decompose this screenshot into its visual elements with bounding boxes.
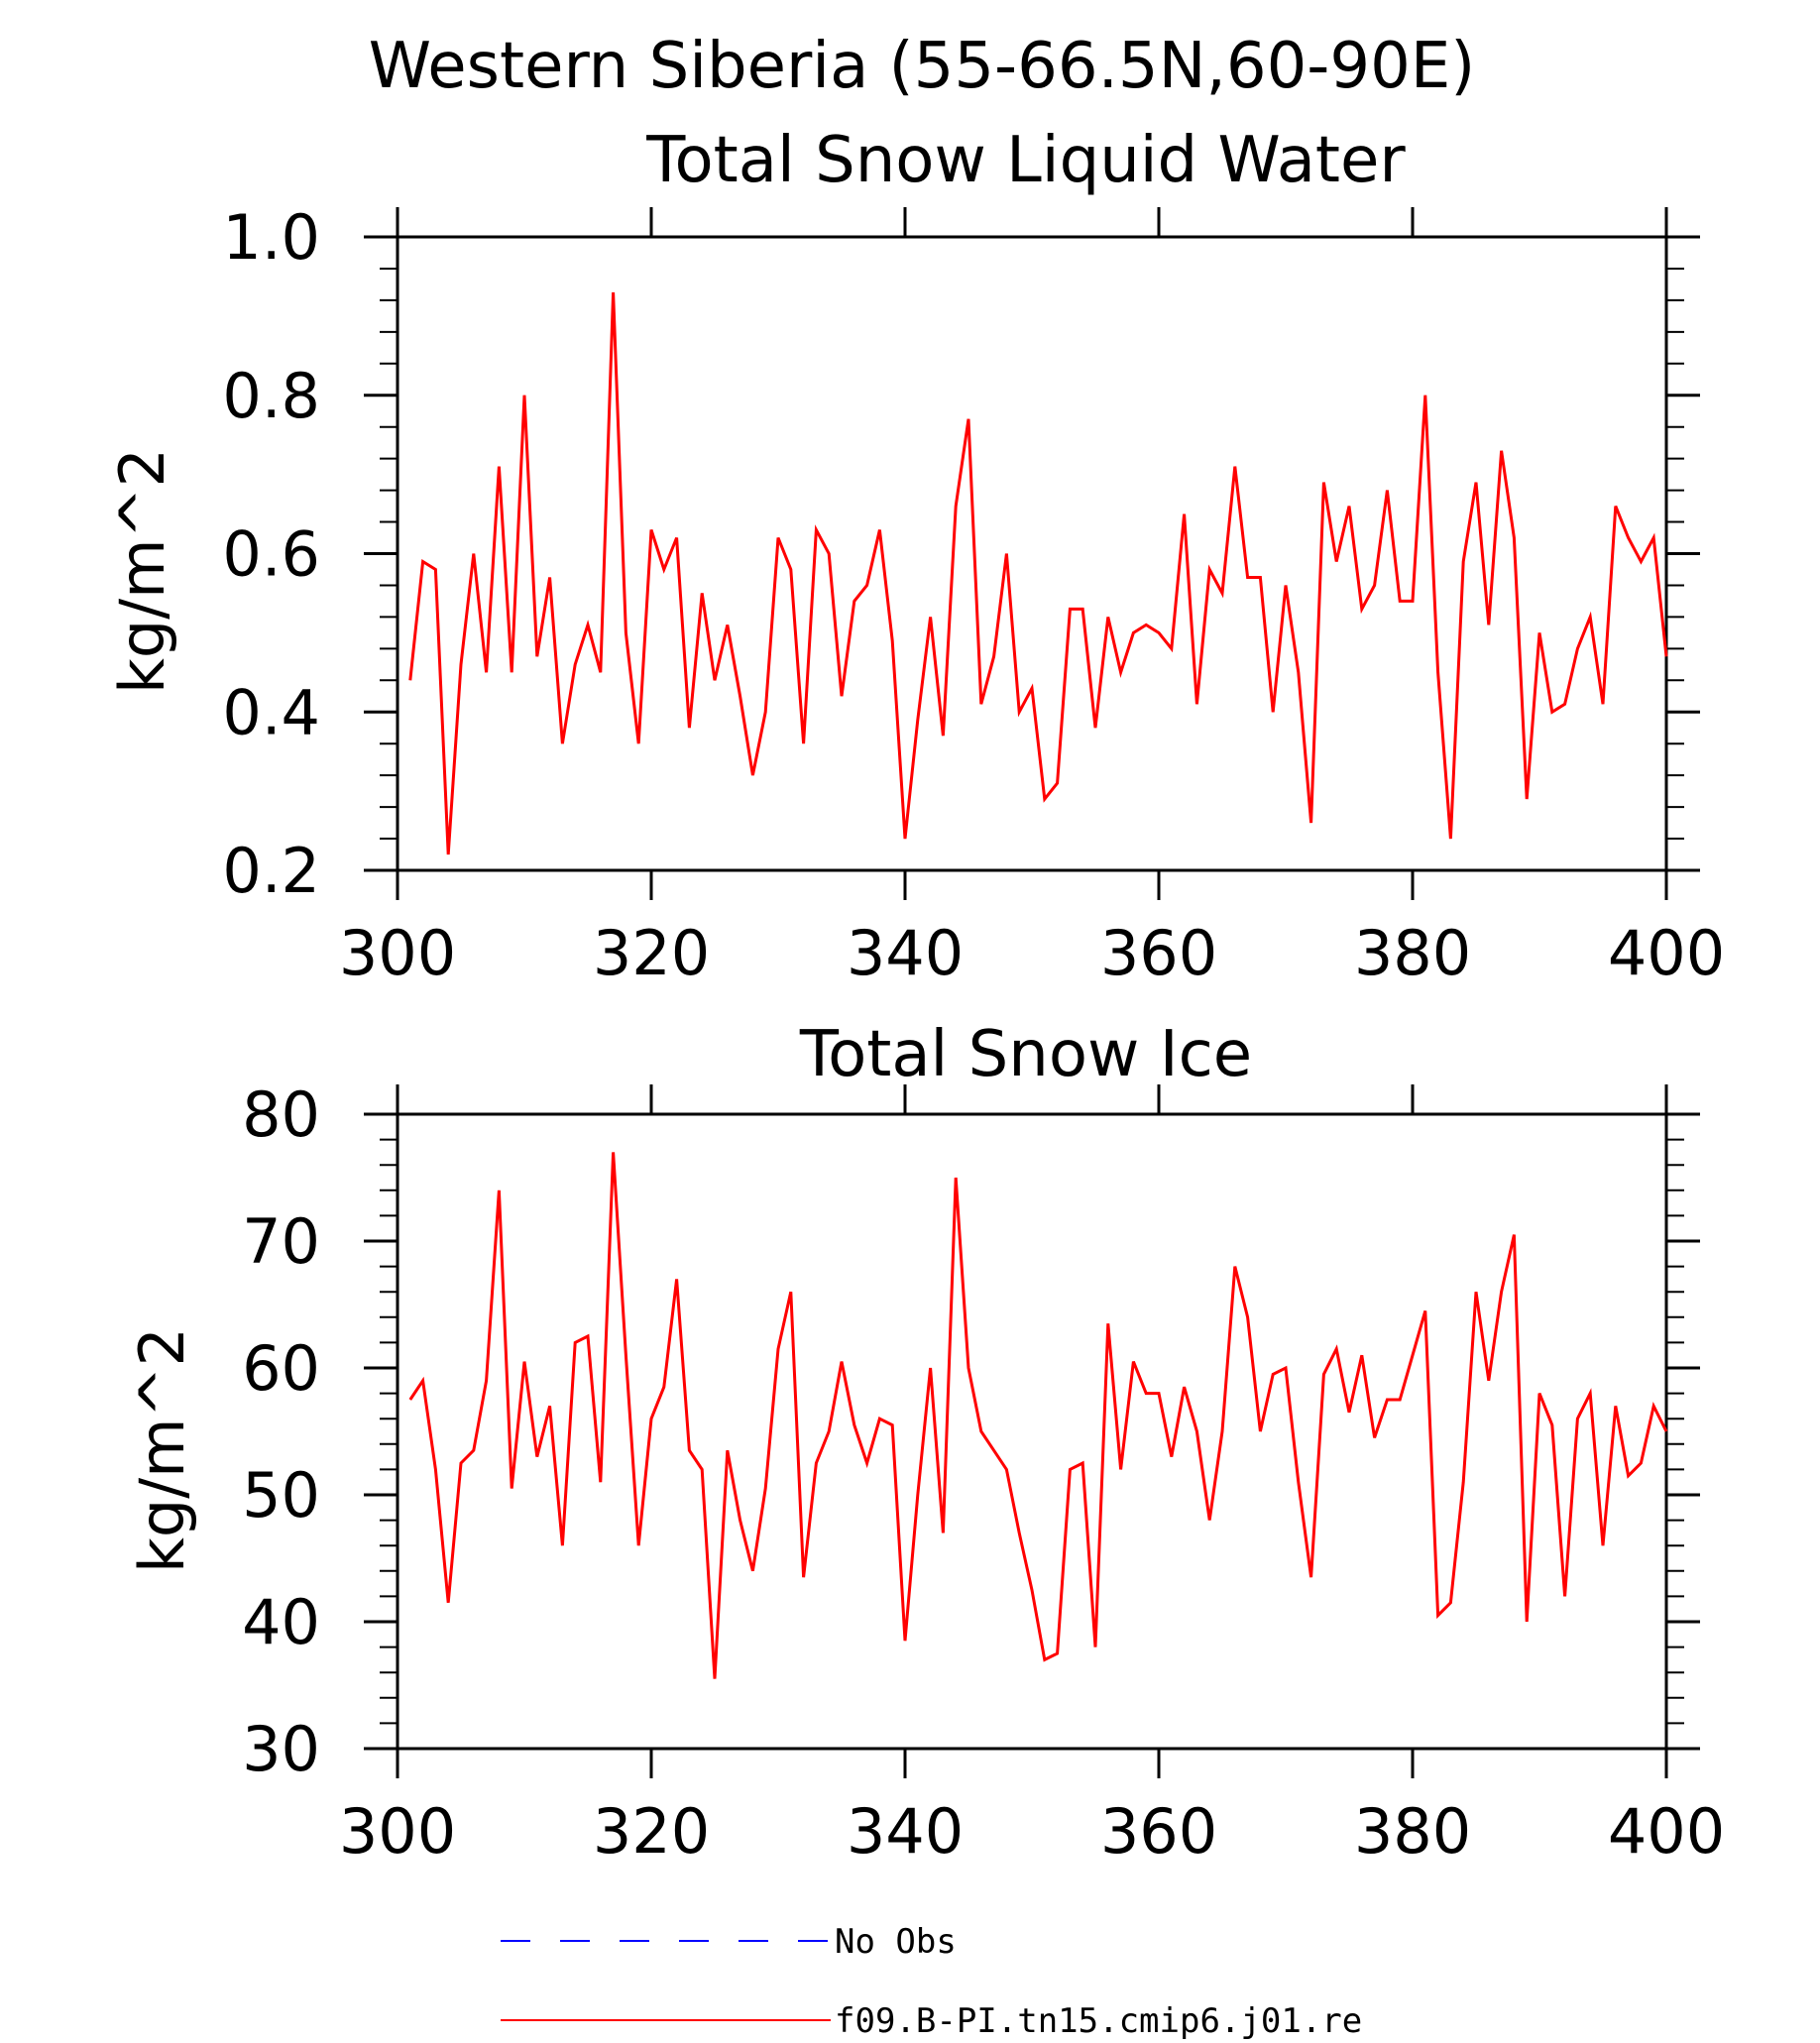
- y-tick-label: 30: [242, 1713, 320, 1785]
- legend: No Obs f09.B-PI.tn15.cmip6.j01.re: [501, 1922, 1362, 2041]
- x-tick-label: 380: [1354, 917, 1471, 989]
- y-tick-label: 0.6: [222, 518, 320, 591]
- x-tick-label: 400: [1608, 917, 1725, 989]
- plot-frame: [396, 235, 1668, 872]
- y-tick-label: 0.4: [222, 676, 320, 748]
- x-tick-label: 340: [847, 1795, 964, 1868]
- y-tick-label: 80: [242, 1078, 320, 1151]
- x-tick-label: 300: [339, 1795, 456, 1868]
- x-tick-label: 400: [1608, 1795, 1725, 1868]
- y-tick-label: 50: [242, 1459, 320, 1532]
- y-axis-label: kg/m^2: [126, 1327, 198, 1573]
- legend-label-model: f09.B-PI.tn15.cmip6.j01.re: [835, 2001, 1362, 2041]
- y-tick-label: 0.8: [222, 360, 320, 432]
- x-tick-label: 300: [339, 917, 456, 989]
- x-tick-label: 320: [593, 917, 710, 989]
- panel-title: Total Snow Liquid Water: [645, 124, 1406, 197]
- y-tick-label: 0.2: [222, 835, 320, 907]
- y-tick-label: 40: [242, 1586, 320, 1658]
- series-line: [408, 1152, 1668, 1679]
- x-tick-label: 380: [1354, 1795, 1471, 1868]
- panel-snow-ice: Total Snow Ice kg/m^2 300 320 340 360 380 400…: [126, 1018, 1725, 1868]
- x-tick-label: 320: [593, 1795, 710, 1868]
- figure-title: Western Siberia (55-66.5N,60-90E): [369, 30, 1475, 103]
- x-tick-label: 360: [1100, 917, 1217, 989]
- series-line: [408, 291, 1668, 855]
- legend-label-no-obs: No Obs: [835, 1922, 957, 1962]
- panel-snow-liquid-water: Total Snow Liquid Water kg/m^2 300 320 340…: [106, 124, 1725, 989]
- y-tick-label: 1.0: [222, 201, 320, 274]
- x-tick-label: 340: [847, 917, 964, 989]
- panel-title: Total Snow Ice: [799, 1018, 1252, 1091]
- y-axis-label: kg/m^2: [106, 448, 178, 694]
- x-tick-label: 360: [1100, 1795, 1217, 1868]
- y-tick-label: 60: [242, 1332, 320, 1405]
- plot-frame: [396, 1112, 1668, 1751]
- y-tick-label: 70: [242, 1205, 320, 1278]
